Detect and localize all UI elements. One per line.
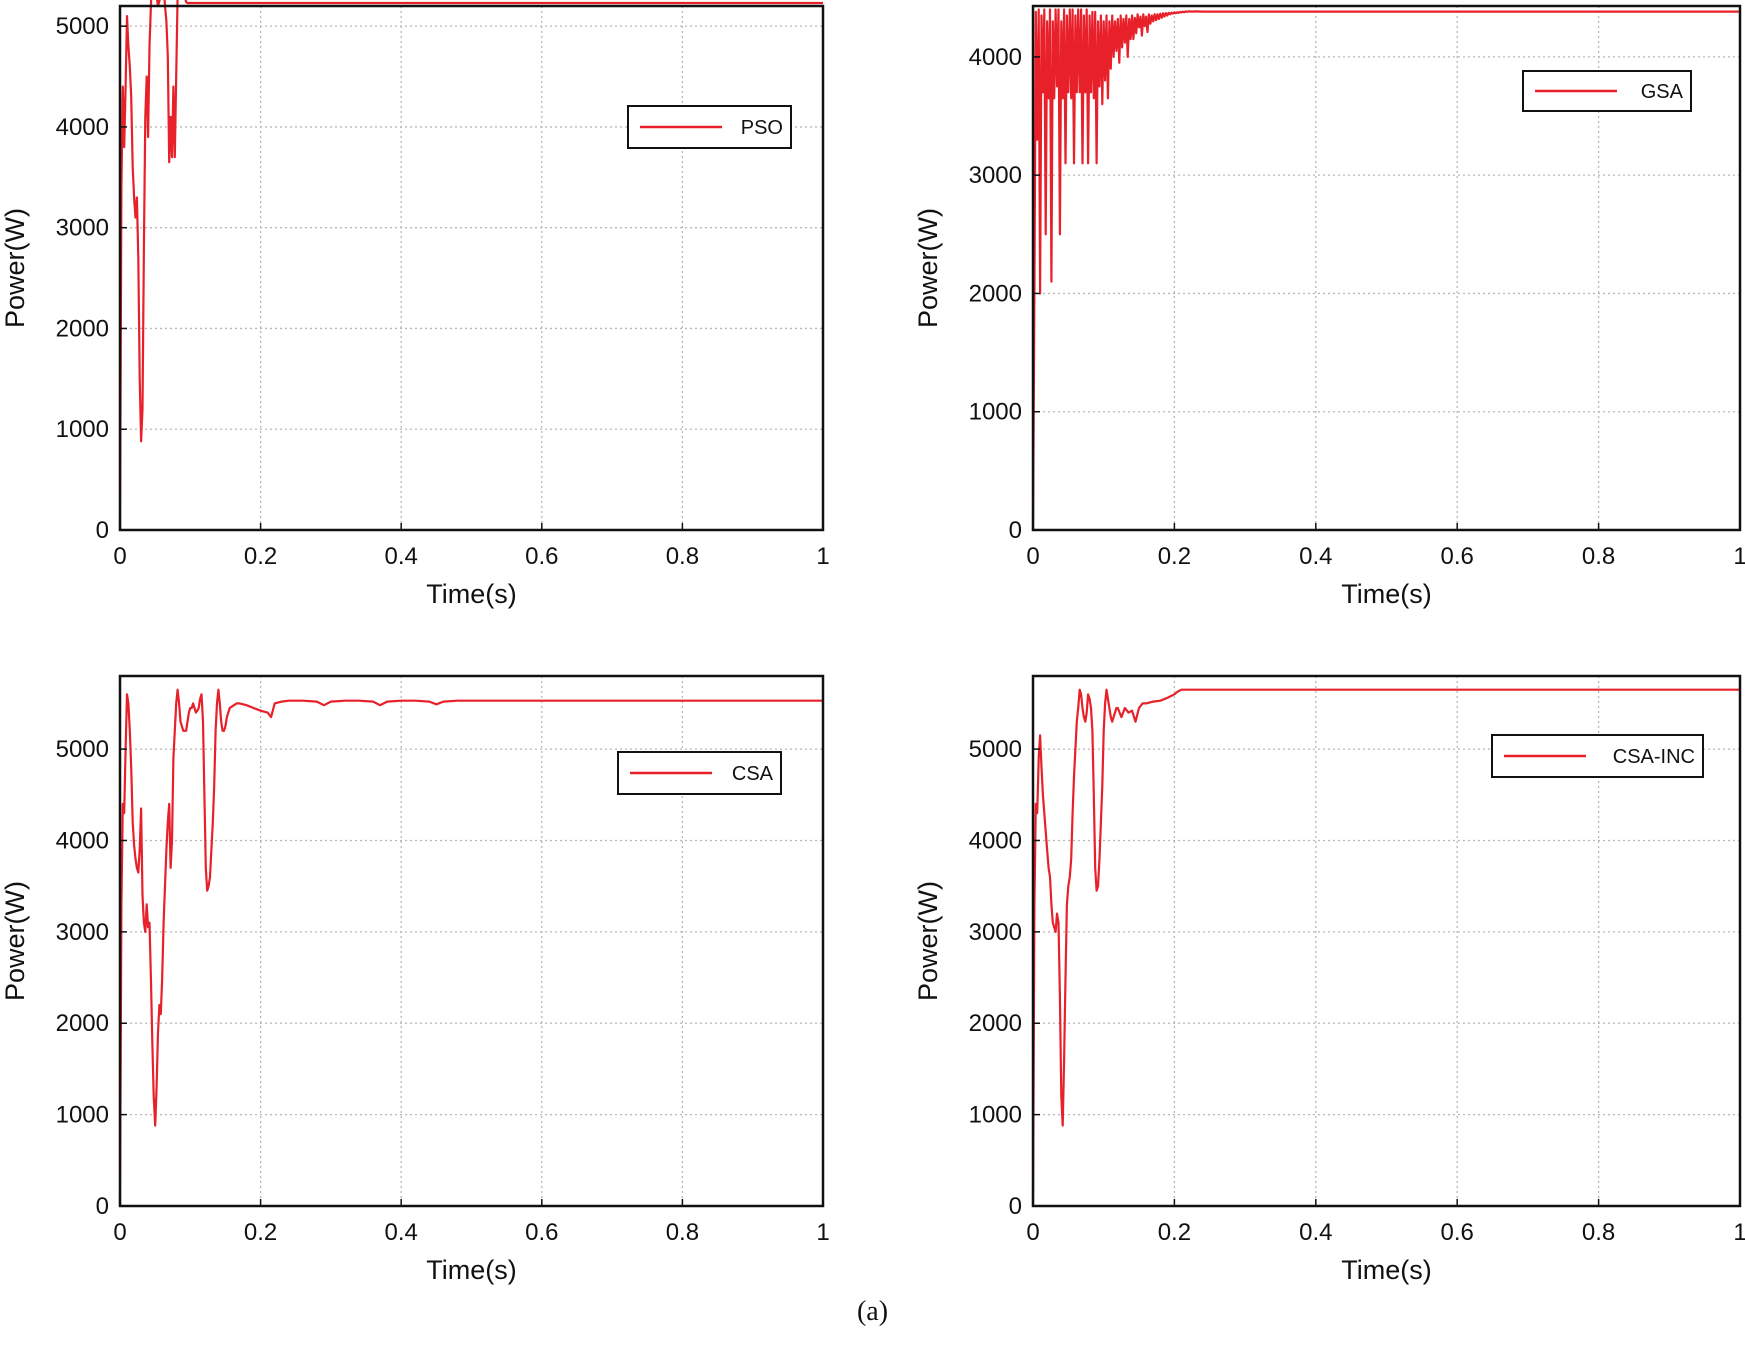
y-tick-label: 2000	[56, 315, 109, 342]
x-axis-label: Time(s)	[426, 1255, 516, 1285]
x-tick-label: 0.4	[1299, 1219, 1332, 1246]
axes-frame	[118, 4, 825, 532]
y-tick-label: 0	[1009, 1193, 1022, 1220]
x-tick-label: 0.4	[1299, 543, 1332, 570]
y-tick-label: 2000	[969, 1010, 1022, 1037]
axes-frame	[1031, 674, 1742, 1208]
y-tick-label: 2000	[969, 280, 1022, 307]
chart-panel-1: 0 0.2 0.4 0.6 0.8 1 0 1000 2000 3000 4000 5000 Time(…	[0, 0, 830, 609]
x-tick-label: 0.4	[385, 1219, 418, 1246]
x-axis-label: Time(s)	[426, 579, 516, 609]
legend: CSA-INC	[1491, 734, 1704, 778]
x-tick-label: 0.6	[1441, 1219, 1474, 1246]
legend: PSO	[627, 105, 792, 149]
x-tick-label: 1	[816, 1219, 829, 1246]
y-tick-label: 4000	[56, 114, 109, 141]
y-tick-label: 3000	[56, 215, 109, 242]
x-axis-label: Time(s)	[1341, 1255, 1431, 1285]
legend: GSA	[1522, 70, 1692, 112]
axes-frame	[1031, 4, 1742, 532]
y-tick-label: 0	[1009, 517, 1022, 544]
x-tick-label: 0.2	[244, 543, 277, 570]
y-tick-label: 4000	[969, 827, 1022, 854]
y-tick-label: 2000	[56, 1010, 109, 1037]
x-tick-label: 0	[113, 543, 126, 570]
y-tick-label: 3000	[969, 162, 1022, 189]
chart-panel-4: 0 0.2 0.4 0.6 0.8 1 0 1000 2000 3000 4000 5000 Time(…	[913, 674, 1745, 1285]
series-line-csa	[118, 688, 823, 1207]
x-tick-label: 1	[1733, 543, 1745, 570]
y-tick-label: 1000	[969, 399, 1022, 426]
x-tick-label: 0.6	[1441, 543, 1474, 570]
y-tick-label: 0	[96, 517, 109, 544]
x-tick-label: 0	[1026, 1219, 1039, 1246]
x-tick-label: 0.4	[385, 543, 418, 570]
y-axis-label: Power(W)	[0, 881, 30, 1001]
x-tick-label: 0	[113, 1219, 126, 1246]
y-tick-label: 3000	[56, 919, 109, 946]
y-tick-label: 5000	[56, 13, 109, 40]
axes-frame	[118, 674, 825, 1208]
plot-area	[120, 6, 823, 530]
x-tick-label: 0.8	[666, 1219, 699, 1246]
x-tick-label: 1	[816, 543, 829, 570]
y-tick-label: 1000	[56, 1102, 109, 1129]
series-line-pso	[118, 0, 823, 531]
x-tick-label: 0.6	[525, 1219, 558, 1246]
x-tick-label: 0.6	[525, 543, 558, 570]
x-tick-label: 1	[1733, 1219, 1745, 1246]
x-tick-label: 0.2	[244, 1219, 277, 1246]
x-axis-label: Time(s)	[1341, 579, 1431, 609]
figure-caption: (a)	[856, 1296, 889, 1327]
series-line-gsa	[1031, 8, 1740, 531]
x-tick-label: 0.8	[666, 543, 699, 570]
x-tick-label: 0	[1026, 543, 1039, 570]
y-tick-label: 0	[96, 1193, 109, 1220]
legend-label: CSA	[732, 763, 774, 785]
series-line-csa-inc	[1031, 688, 1740, 1207]
legend: CSA	[617, 751, 782, 795]
x-tick-label: 0.2	[1158, 1219, 1191, 1246]
y-axis-label: Power(W)	[0, 208, 30, 328]
y-tick-label: 1000	[56, 416, 109, 443]
y-tick-label: 4000	[969, 44, 1022, 71]
legend-label: PSO	[741, 117, 783, 139]
y-tick-label: 4000	[56, 827, 109, 854]
chart-panel-2: 0 0.2 0.4 0.6 0.8 1 0 1000 2000 3000 4000 Time(s) Po…	[913, 4, 1745, 609]
legend-label: CSA-INC	[1613, 746, 1695, 768]
y-tick-label: 5000	[56, 736, 109, 763]
y-tick-label: 3000	[969, 919, 1022, 946]
y-axis-label: Power(W)	[913, 881, 943, 1001]
legend-label: GSA	[1641, 81, 1684, 103]
y-tick-label: 5000	[969, 736, 1022, 763]
x-tick-label: 0.8	[1582, 543, 1615, 570]
y-axis-label: Power(W)	[913, 208, 943, 328]
y-tick-label: 1000	[969, 1102, 1022, 1129]
x-tick-label: 0.2	[1158, 543, 1191, 570]
x-tick-label: 0.8	[1582, 1219, 1615, 1246]
chart-panel-3: 0 0.2 0.4 0.6 0.8 1 0 1000 2000 3000 4000 5000 Time(…	[0, 674, 830, 1285]
